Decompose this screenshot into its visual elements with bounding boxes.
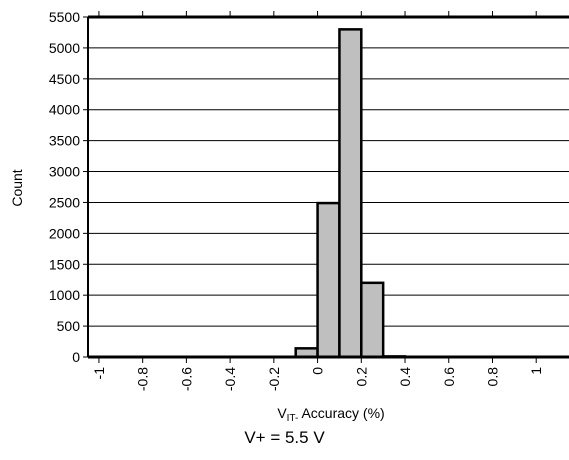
y-tick-label: 1500 — [49, 256, 80, 272]
x-axis-label: VIT- Accuracy (%) — [277, 405, 384, 424]
x-tick-label: 0.2 — [353, 367, 369, 387]
histogram-bar — [316, 201, 341, 359]
x-tick-label: -0.6 — [178, 367, 194, 391]
histogram-bar — [360, 281, 385, 359]
y-tick-label: 1000 — [49, 287, 80, 303]
plot-frame — [87, 15, 569, 359]
x-tick-label: -0.4 — [222, 367, 238, 391]
y-tick-label: 0 — [72, 349, 80, 365]
x-tick-label: -0.8 — [135, 367, 151, 391]
y-tick-label: 2500 — [49, 194, 80, 210]
y-axis-label: Count — [9, 169, 25, 206]
y-tick-label: 500 — [57, 318, 81, 334]
y-axis-ticks: 0 500 1000 1500 2000 2500 3000 3500 4000 4500 5000… — [49, 9, 88, 365]
x-tick-label: -0.2 — [266, 367, 282, 391]
x-tick-label: 0.4 — [397, 367, 413, 387]
x-tick-label: 1 — [528, 367, 544, 375]
x-tick-label: 0.6 — [441, 367, 457, 387]
histogram-bar — [338, 28, 363, 359]
y-tick-label: 2000 — [49, 225, 80, 241]
y-tick-label: 3000 — [49, 164, 80, 180]
x-axis-ticks: -1 -0.8 -0.6 -0.4 -0.2 0 0.2 0.4 0.6 0.8 1 — [91, 11, 544, 391]
y-tick-label: 3500 — [49, 133, 80, 149]
y-tick-label: 4000 — [49, 102, 80, 118]
y-tick-label: 5500 — [49, 9, 80, 25]
x-tick-label: 0 — [310, 367, 326, 375]
x-tick-label: -1 — [91, 367, 107, 380]
chart-caption: V+ = 5.5 V — [244, 428, 325, 447]
y-tick-label: 4500 — [49, 71, 80, 87]
y-tick-label: 5000 — [49, 40, 80, 56]
x-tick-label: 0.8 — [484, 367, 500, 387]
